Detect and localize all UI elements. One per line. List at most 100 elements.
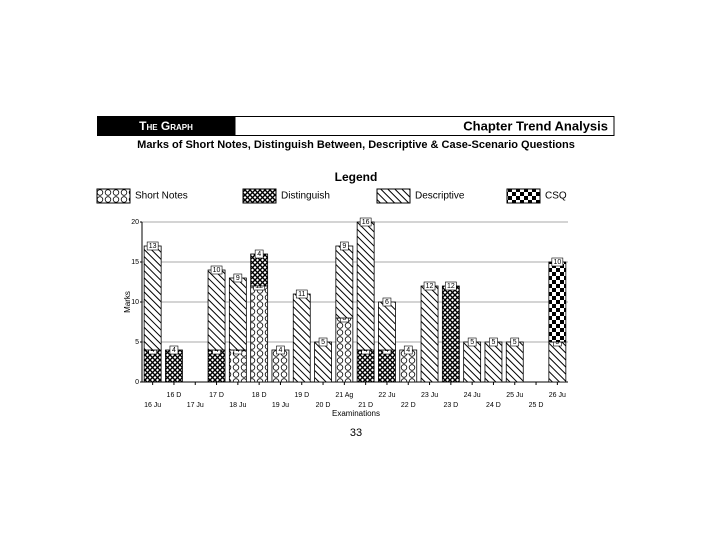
- value-label: 16: [362, 219, 370, 226]
- y-axis-label: Marks: [123, 291, 132, 313]
- x-tick-label: 18 D: [252, 392, 267, 399]
- x-tick-label: 25 Ju: [506, 392, 523, 399]
- bar-segment: [548, 261, 567, 343]
- value-label-box: [146, 241, 159, 251]
- x-tick-label: 23 Ju: [421, 392, 438, 399]
- y-tick-label: 0: [135, 379, 139, 386]
- value-label-box: [467, 337, 477, 347]
- x-tick-label: 25 D: [529, 402, 544, 409]
- value-label: 5: [470, 339, 474, 346]
- x-tick-label: 24 Ju: [464, 392, 481, 399]
- legend-label: Distinguish: [281, 191, 330, 202]
- x-tick-label: 26 Ju: [549, 392, 566, 399]
- bar-segment: [378, 301, 396, 351]
- legend-label: Descriptive: [415, 191, 465, 202]
- value-label: 4: [257, 251, 261, 258]
- bar-segment: [484, 341, 503, 383]
- value-label-box: [445, 281, 457, 291]
- bar-segment: [228, 277, 247, 351]
- value-label-box: [510, 337, 520, 347]
- page-number: 33: [350, 427, 362, 439]
- bar-segment: [505, 341, 524, 383]
- value-label-box: [551, 257, 564, 267]
- y-tick-label: 15: [131, 259, 139, 266]
- value-label: 9: [236, 275, 240, 282]
- value-label-box: [210, 265, 223, 275]
- bar-segment: [335, 245, 354, 319]
- legend-swatch: [242, 188, 277, 204]
- value-label: 10: [553, 259, 561, 266]
- bar-segment: [250, 285, 269, 383]
- legend-label: Short Notes: [135, 191, 188, 202]
- value-label: 4: [278, 347, 282, 354]
- bar-segment: [399, 349, 418, 383]
- value-label: 12: [426, 283, 434, 290]
- y-tick-label: 20: [131, 219, 139, 226]
- bar-segment: [143, 349, 162, 383]
- x-tick-label: 18 Ju: [229, 402, 246, 409]
- value-label-box: [169, 345, 179, 355]
- bar-segment: [356, 221, 375, 351]
- value-label-box: [382, 297, 392, 307]
- bar-segment: [292, 293, 311, 383]
- x-tick-label: 17 Ju: [187, 402, 204, 409]
- bar-segment: [378, 349, 396, 383]
- bar-segment: [335, 317, 354, 383]
- x-tick-label: 22 D: [401, 402, 416, 409]
- x-tick-label: 21 D: [358, 402, 373, 409]
- value-label: 11: [298, 291, 305, 298]
- bar-segment: [271, 349, 290, 383]
- x-tick-label: 23 D: [443, 402, 458, 409]
- value-label: 5: [321, 339, 325, 346]
- legend-label: CSQ: [545, 191, 567, 202]
- x-tick-label: 19 D: [294, 392, 309, 399]
- value-label-box: [254, 249, 264, 259]
- value-label: 10: [213, 267, 221, 274]
- value-label-box: [359, 217, 372, 227]
- x-tick-label: 17 D: [209, 392, 224, 399]
- x-tick-label: 21 Ag: [335, 392, 353, 399]
- value-label: 5: [491, 339, 495, 346]
- value-label-box: [318, 337, 328, 347]
- x-axis-label: Examinations: [332, 409, 380, 418]
- bar-segment: [250, 253, 269, 287]
- value-label-box: [423, 281, 436, 291]
- value-label-box: [340, 241, 349, 251]
- bar-segment: [463, 341, 482, 383]
- header-title: Chapter Trend Analysis: [463, 118, 608, 133]
- value-label: 9: [342, 243, 346, 250]
- value-label: 4: [172, 347, 176, 354]
- value-label-box: [295, 289, 308, 299]
- x-tick-label: 16 D: [167, 392, 182, 399]
- bar-segment: [143, 245, 162, 351]
- bar-segment: [548, 341, 567, 383]
- legend-swatch: [96, 188, 131, 204]
- x-tick-label: 19 Ju: [272, 402, 289, 409]
- bar-segment: [314, 341, 332, 383]
- legend-title: Legend: [335, 170, 378, 184]
- x-tick-label: 24 D: [486, 402, 501, 409]
- value-label: 13: [149, 243, 157, 250]
- value-label: 12: [447, 283, 455, 290]
- bar-segment: [165, 349, 183, 383]
- header-section: The Graph: [139, 119, 193, 133]
- value-label: 5: [513, 339, 517, 346]
- x-tick-label: 20 D: [316, 402, 331, 409]
- value-label-box: [233, 273, 243, 283]
- value-label-box: [489, 337, 498, 347]
- bar-segment: [207, 349, 226, 383]
- value-label-box: [403, 345, 413, 355]
- y-tick-label: 5: [135, 339, 139, 346]
- legend-swatch: [506, 188, 541, 204]
- bar-segment: [356, 349, 375, 383]
- x-tick-label: 22 Ju: [378, 392, 395, 399]
- chart-title: Marks of Short Notes, Distinguish Betwee…: [137, 139, 575, 151]
- legend-swatch: [376, 188, 411, 204]
- bar-segment: [228, 349, 247, 383]
- value-label: 6: [385, 299, 389, 306]
- x-tick-label: 16 Ju: [144, 402, 161, 409]
- value-label-box: [276, 345, 285, 355]
- bar-segment: [207, 269, 226, 351]
- value-label: 4: [406, 347, 410, 354]
